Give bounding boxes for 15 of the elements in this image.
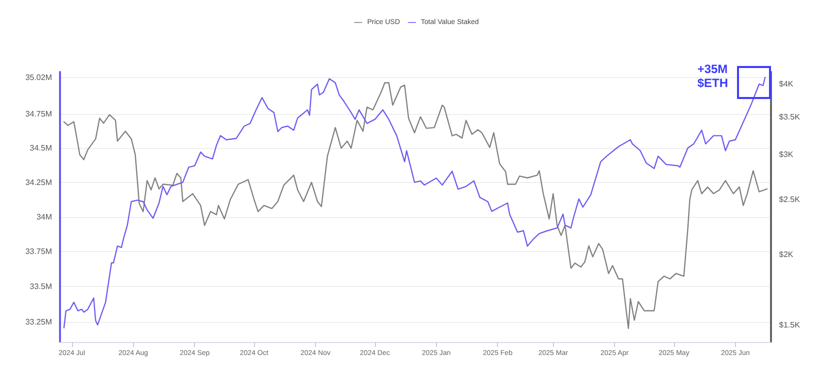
y2-tick-label: $2K (779, 250, 794, 259)
y2-tick-label: $3.5K (779, 112, 801, 122)
annotation: +35M $ETH (697, 62, 728, 90)
y-tick-label: 34.25M (25, 178, 52, 187)
y2-tick-label: $4K (779, 79, 794, 88)
y-tick-label: 33.5M (30, 282, 52, 292)
y-tick-label: 33.25M (25, 318, 52, 327)
y-tick-label: 34.75M (25, 109, 52, 118)
y2-tick-label: $3K (779, 150, 794, 160)
y-tick-label: 34.5M (30, 143, 52, 152)
y2-tick-label: $2.5K (779, 195, 801, 204)
y2-tick-label: $1.5K (779, 320, 801, 330)
y-tick-label: 35.02M (25, 72, 52, 82)
y-tick-label: 33.75M (25, 247, 52, 256)
y-tick-label: 34M (36, 212, 52, 222)
